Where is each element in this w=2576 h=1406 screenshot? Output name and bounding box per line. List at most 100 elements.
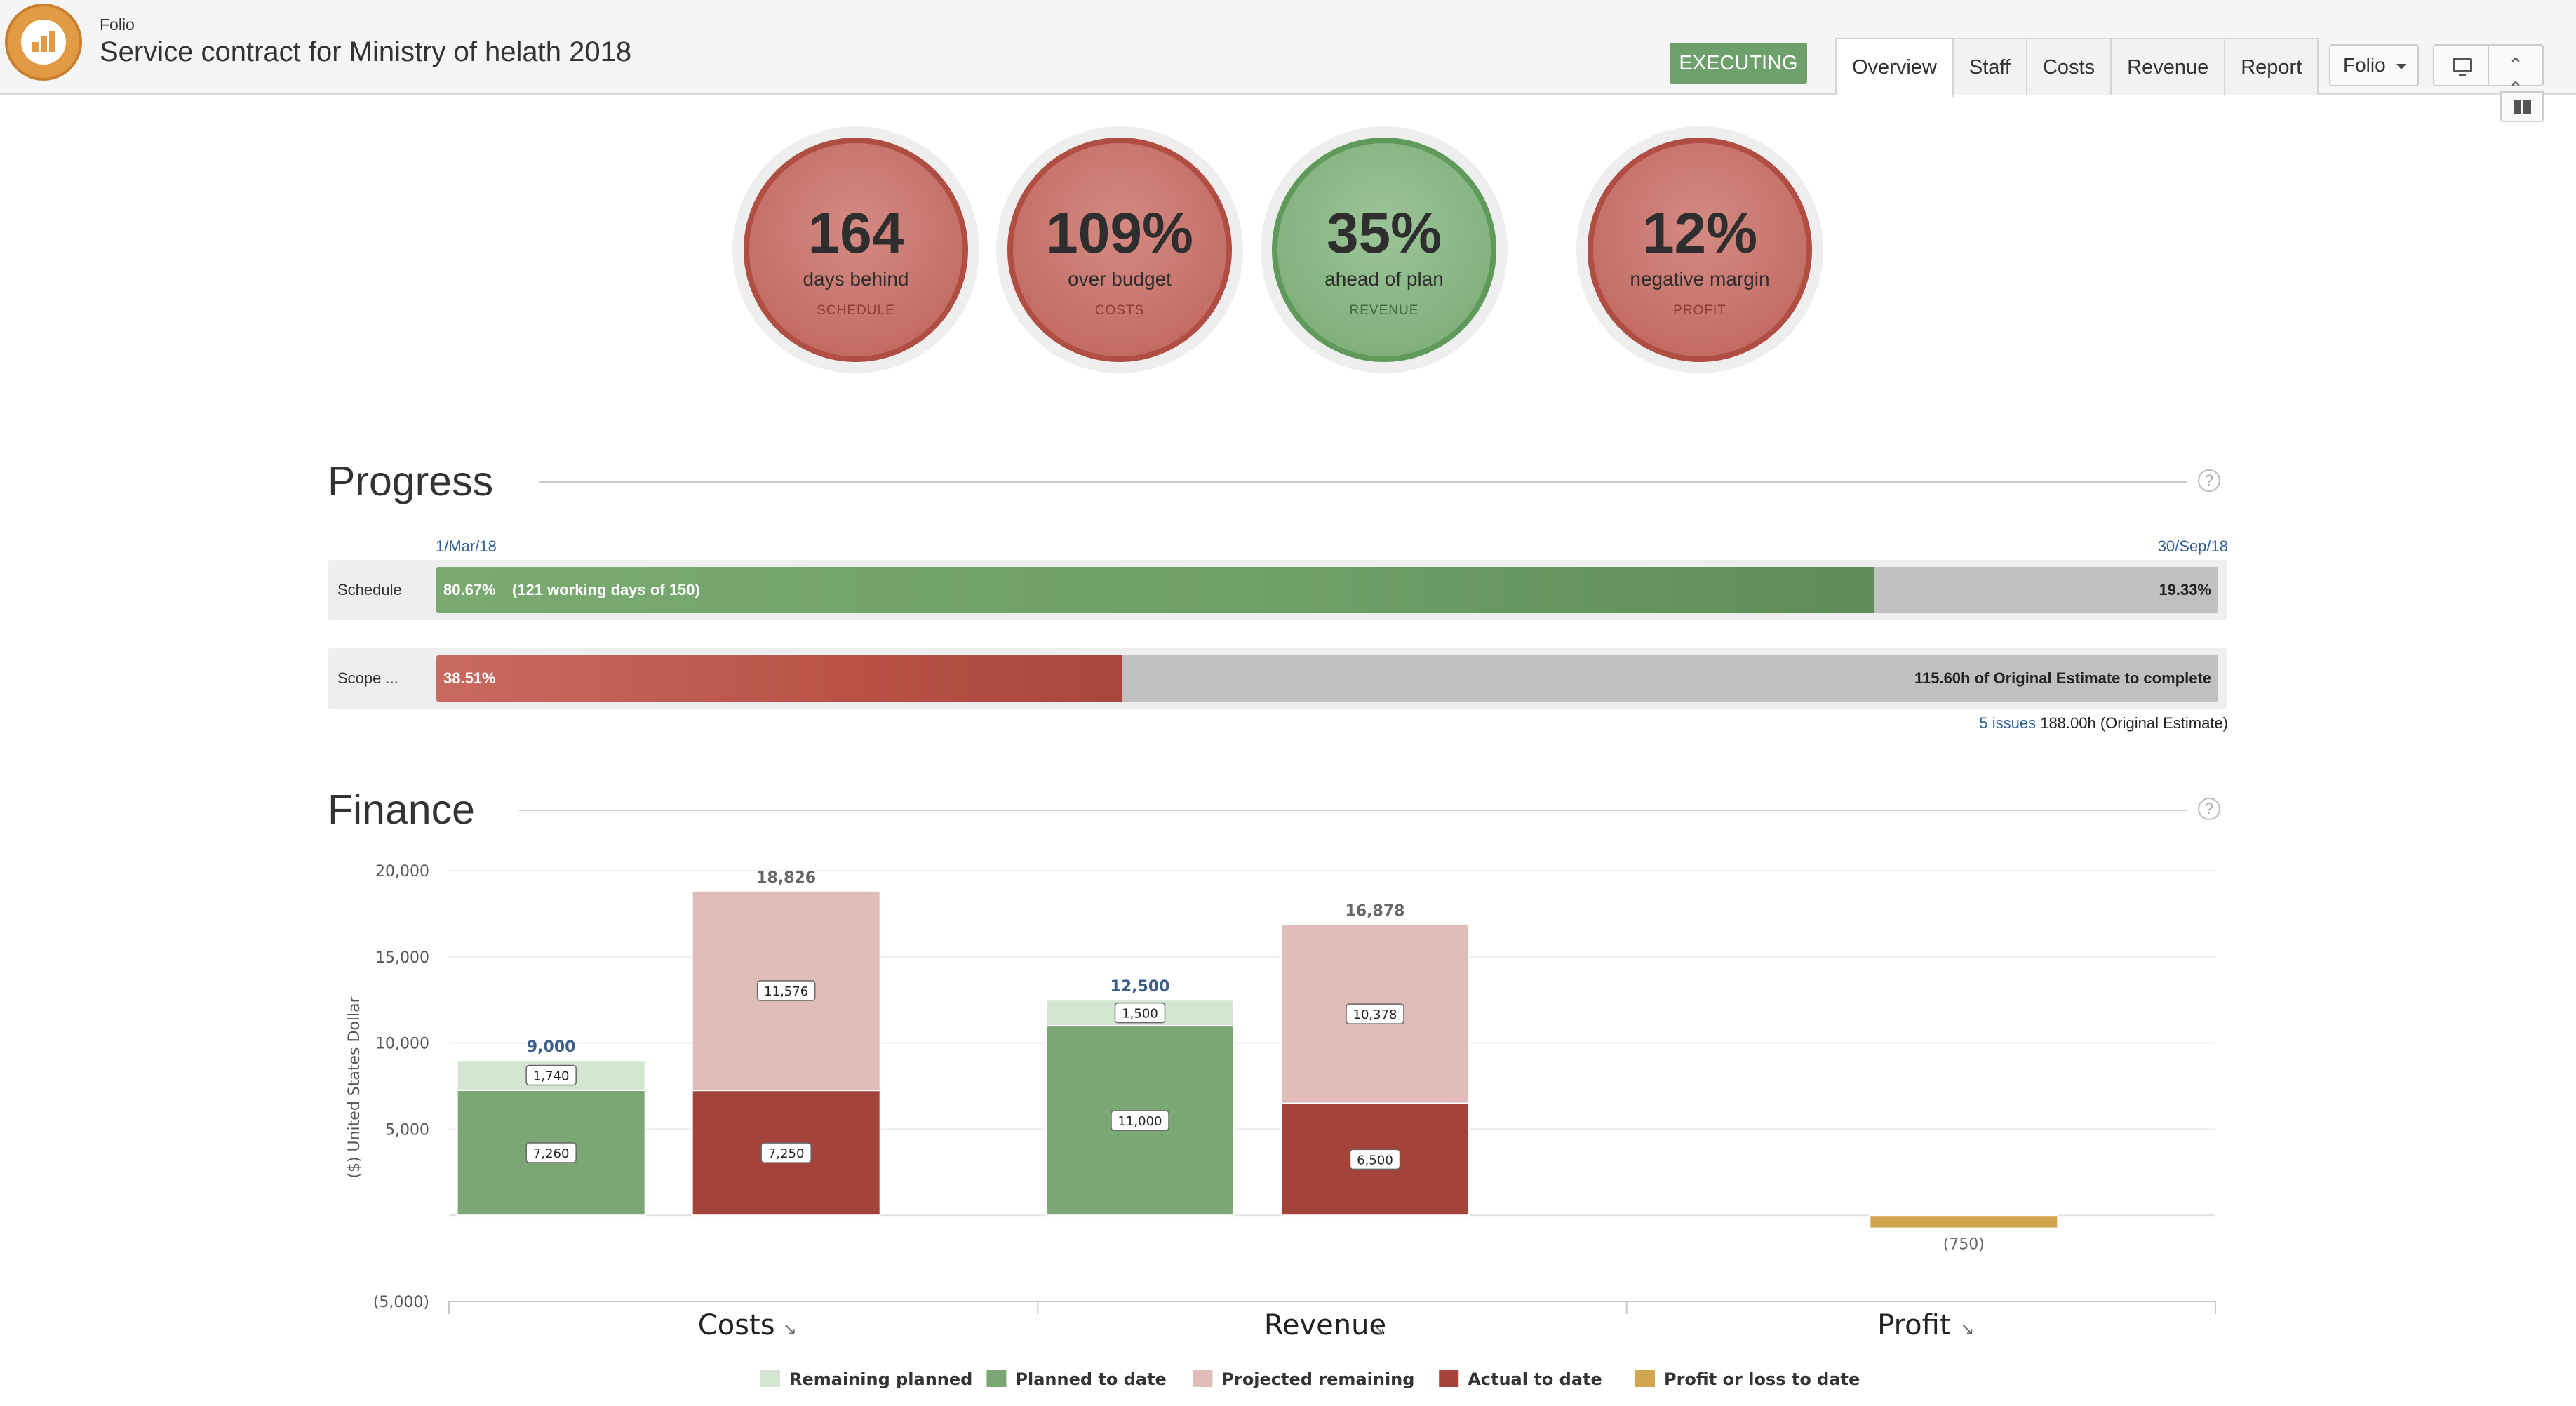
progress-section-title: Progress [328,458,494,504]
data-label: 10,378 [1353,1007,1397,1022]
data-label-box [525,1142,577,1163]
folio-dropdown-label: Folio [2343,54,2386,76]
data-label-box [756,980,816,1001]
legend-swatch [1635,1370,1655,1387]
y-tick-label: (5,000) [373,1294,429,1311]
issues-link[interactable]: 5 issues [1979,714,2037,732]
view-tabs: Overview Staff Costs Revenue Report [1835,38,2319,97]
kpi-schedule[interactable]: 164 days behind SCHEDULE [732,126,979,373]
legend-label: Actual to date [1468,1370,1602,1389]
data-label: 11,576 [764,984,808,999]
app-name: Folio [100,15,135,34]
columns-icon [2514,100,2531,114]
bar-total-label: 16,878 [1346,903,1405,920]
tab-report[interactable]: Report [2225,39,2318,95]
kpi-schedule-label: days behind [803,268,909,290]
drilldown-icon: ↘ [783,1319,797,1339]
data-label-box [1111,1110,1169,1131]
layout-toggle-button[interactable] [2500,91,2544,122]
schedule-remaining: 19.33% [2159,581,2211,598]
caret-down-icon [2396,64,2406,69]
schedule-detail: (121 working days of 150) [512,581,700,598]
kpi-costs-category: COSTS [1094,303,1145,318]
page-title: Service contract for Ministry of helath … [100,36,632,67]
legend-swatch [760,1370,780,1387]
legend-label: Projected remaining [1221,1370,1414,1389]
kpi-profit[interactable]: 12% negative margin PROFIT [1576,126,1823,373]
schedule-end-date: 30/Sep/18 [2157,537,2228,555]
bar-total-label: 9,000 [527,1038,576,1056]
x-category-label: Profit [1877,1309,1950,1341]
schedule-start-date: 1/Mar/18 [436,537,497,555]
issues-summary: 5 issues 188.00h (Original Estimate) [1979,714,2228,732]
schedule-progress-bar[interactable]: 80.67% (121 working days of 150) 19.33% [436,567,2218,613]
kpi-revenue[interactable]: 35% ahead of plan REVENUE [1261,126,1508,373]
y-tick-label: 15,000 [375,949,429,967]
status-badge: EXECUTING [1670,43,1807,84]
drilldown-icon: ↘ [1371,1319,1386,1339]
x-category-label: Costs [698,1309,775,1341]
tab-overview[interactable]: Overview [1837,39,1954,97]
scope-progress-fill [436,655,1123,702]
scope-remaining: 115.60h of Original Estimate to complete [1914,669,2211,687]
data-label: 7,260 [533,1146,570,1161]
legend-label: Profit or loss to date [1664,1370,1860,1389]
data-label: 1,500 [1122,1007,1158,1022]
data-label: 1,740 [533,1069,570,1084]
schedule-progress-fill [436,567,1874,613]
data-label-box [1114,1002,1166,1024]
data-label: 6,500 [1357,1153,1393,1167]
y-axis-title: ($) United States Dollar [346,996,363,1178]
kpi-costs-label: over budget [1068,268,1172,290]
data-label-box [1349,1149,1401,1170]
bar-segment [1869,1214,2059,1229]
kpi-revenue-label: ahead of plan [1324,268,1444,290]
kpi-costs[interactable]: 109% over budget COSTS [996,126,1243,373]
monitor-icon [2453,58,2472,76]
data-label-box [760,1142,812,1163]
kpi-revenue-value: 35% [1326,201,1442,265]
finance-chart: 20,000 15,000 10,000 5,000 (5,000) ($) United… [346,863,2216,1389]
kpi-schedule-category: SCHEDULE [817,303,895,318]
top-header: Folio Service contract for Ministry of h… [0,0,2576,99]
legend-swatch [986,1370,1007,1387]
schedule-progress-row: Schedule 80.67% (121 working days of 150… [328,560,2227,620]
data-label-box [1346,1003,1404,1024]
scope-progress-bar[interactable]: 38.51% 115.60h of Original Estimate to c… [436,655,2218,702]
kpi-profit-label: negative margin [1630,268,1770,290]
tab-staff[interactable]: Staff [1953,39,2027,95]
kpi-schedule-value: 164 [807,201,904,265]
legend-swatch [1439,1370,1459,1387]
scope-percent: 38.51% [443,669,496,687]
bar-total-label: (750) [1943,1236,1985,1254]
kpi-profit-value: 12% [1642,201,1758,265]
x-category-label: Revenue [1264,1309,1386,1341]
folio-logo-icon[interactable] [5,4,82,81]
finance-divider [519,810,2187,811]
schedule-label: Schedule [337,581,402,598]
bar-total-label: 12,500 [1111,978,1170,996]
scope-label: Scope ... [337,669,398,687]
progress-help-icon[interactable]: ? [2198,469,2220,492]
schedule-percent: 80.67% [443,581,496,598]
original-estimate: 188.00h (Original Estimate) [2040,714,2228,732]
tab-revenue[interactable]: Revenue [2112,39,2226,95]
y-tick-label: 10,000 [375,1036,429,1053]
legend-swatch [1193,1370,1213,1387]
kpi-revenue-category: REVENUE [1349,303,1419,318]
presentation-mode-button[interactable] [2433,44,2489,86]
collapse-header-button[interactable]: ⌃ ⌃ [2488,44,2544,99]
kpi-profit-category: PROFIT [1673,303,1726,318]
bar-total-label: 18,826 [756,869,816,887]
y-tick-label: 20,000 [375,863,429,881]
finance-help-icon[interactable]: ? [2198,798,2220,820]
data-label: 11,000 [1118,1114,1162,1129]
folio-dropdown-button[interactable]: Folio [2329,44,2419,86]
progress-divider [539,481,2187,483]
scope-progress-row: Scope ... 38.51% 115.60h of Original Est… [328,648,2227,709]
data-label-box [525,1064,577,1086]
tab-costs[interactable]: Costs [2027,39,2112,95]
legend-label: Remaining planned [789,1370,972,1389]
kpi-costs-value: 109% [1046,201,1193,265]
y-tick-label: 5,000 [385,1121,429,1139]
